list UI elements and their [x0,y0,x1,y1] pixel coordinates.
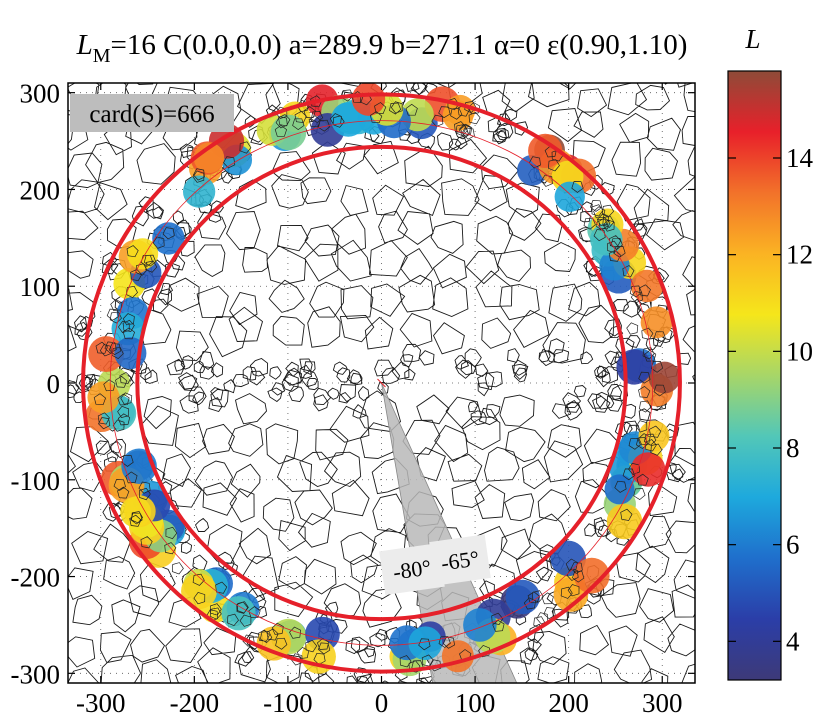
x-tick-label: 200 [548,688,589,717]
data-point [554,181,585,212]
colorbar-ticks: 4 6 8 10 12 14 [728,143,814,656]
badge-text: card(S)=666 [89,101,214,128]
colorbar-tick-label: 8 [786,433,800,463]
cardinality-badge: card(S)=666 [70,94,234,132]
colorbar-label: L [744,24,760,54]
y-tick-label: -200 [11,563,61,593]
x-tick-label: -200 [170,688,220,717]
y-tick-label: 300 [20,79,61,109]
data-point [441,640,474,673]
colorbar-tick-label: 14 [786,143,814,173]
colorbar-tick-label: 12 [786,240,813,270]
data-point [604,474,635,505]
y-tick-label: -300 [11,659,61,689]
center-mark [377,378,386,388]
ellipse-reference [109,120,654,646]
data-point [505,579,540,615]
data-point [408,626,443,661]
sector-angle-labels: -80° -65° [379,534,491,595]
x-tick-label: -300 [76,688,126,717]
ellipse-outer [81,92,682,674]
colorbar [727,70,782,681]
x-tick-labels: -300 -200 -100 0 100 200 300 [76,688,682,717]
data-point [463,608,497,642]
point-mesh [93,89,666,673]
ellipse-inner [135,144,628,622]
x-tick-label: 300 [642,688,683,717]
data-point [221,596,256,631]
data-point [640,306,673,339]
data-point [616,349,652,385]
data-point [182,175,216,208]
x-tick-label: 0 [375,688,389,717]
data-point [351,83,386,116]
data-point [181,573,217,610]
data-point [573,557,610,594]
sector-label-minus-65: -65° [439,545,480,575]
y-tick-label: 200 [20,175,61,205]
title-prefix: L [76,29,93,61]
x-tick-label: -100 [263,688,313,717]
data-point [606,503,643,540]
data-point [590,223,623,256]
y-tick-label: 100 [20,272,61,302]
title-subscript: M [93,45,111,67]
colorbar-tick-label: 6 [786,530,800,560]
fit-ellipses [81,92,682,674]
title-main: =16 C(0.0,0.0) a=289.9 b=271.1 α=0 ε(0.9… [111,29,688,61]
colorbar-tick-label: 10 [786,336,813,366]
x-tick-label: 100 [455,688,496,717]
data-point [256,626,291,661]
data-point [630,452,666,487]
colorbar-tick-label: 4 [786,626,800,656]
sector-label-minus-80: -80° [391,554,432,584]
data-point [193,142,225,174]
y-tick-label: -100 [11,466,61,496]
axis-ticks [68,83,695,683]
y-tick-label: 0 [47,369,61,399]
y-tick-labels: 300 200 100 0 -100 -200 -300 [11,79,61,690]
chart-title: LM=16 C(0.0,0.0) a=289.9 b=271.1 α=0 ε(0… [76,29,688,67]
